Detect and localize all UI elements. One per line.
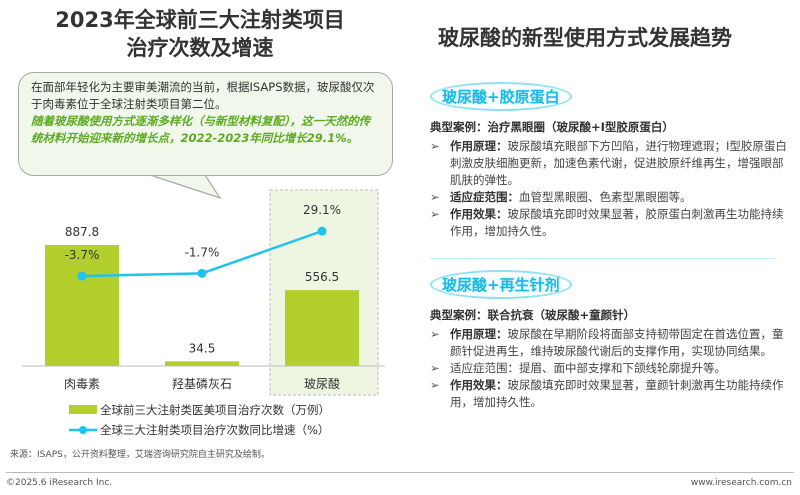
line-point — [317, 226, 327, 236]
line-label: 29.1% — [303, 203, 341, 217]
bullet-item: 作用效果：玻尿酸填充即时效果显著，胶原蛋白刺激再生功能持续作用，增加持久性。 — [430, 206, 790, 240]
line-point — [197, 268, 207, 278]
bar-label: 556.5 — [305, 270, 339, 284]
bubble-pointer — [149, 174, 222, 200]
legend-bar-label: 全球前三大注射类医美项目治疗次数（万例） — [100, 403, 330, 417]
callout-bubble: 在面部年轻化为主要审美潮流的当前，根据ISAPS数据，玻尿酸仅次于肉毒素位于全球… — [18, 72, 393, 176]
legend-bar-swatch — [69, 405, 97, 414]
bar-label: 34.5 — [189, 341, 216, 355]
line-point — [77, 271, 87, 281]
bar — [45, 245, 119, 366]
divider — [430, 258, 775, 259]
bullet-item: 适应症范围：血管型黑眼圈、色素型黑眼圈等。 — [430, 189, 790, 206]
section-title: 玻尿酸的新型使用方式发展趋势 — [438, 26, 732, 50]
bullet-item: 作用原理：玻尿酸在早期阶段将面部支持韧带固定在首选位置，童颜针促进再生，维持玻尿… — [430, 326, 790, 360]
website: www.iresearch.com.cn — [690, 478, 792, 488]
line-label: -3.7% — [65, 248, 100, 262]
bullet-item: 作用原理：玻尿酸填充眼部下方凹陷，进行物理遮瑕；I型胶原蛋白刺激皮肤细胞更新，加… — [430, 138, 790, 189]
bar — [165, 361, 239, 366]
case-title: 典型案例：联合抗衰（玻尿酸+童颜针） — [430, 308, 636, 322]
chart-title: 2023年全球前三大注射类项目 治疗次数及增速 — [55, 8, 345, 60]
line-label: -1.7% — [185, 245, 220, 259]
category-label: 玻尿酸 — [304, 376, 340, 391]
bullet-item: 适应症范围：提眉、面中部支撑和下颌线轮廓提升等。 — [430, 360, 790, 377]
section-tag: 玻尿酸+再生针剂 — [430, 270, 572, 299]
copyright: ©2025.6 iResearch Inc. — [6, 478, 113, 488]
bar-label: 887.8 — [65, 225, 99, 239]
bar — [285, 290, 359, 366]
chart: 887.8 34.5 556.5 -3.7% -1.7% 29.1% 肉毒素 羟基磷灰石 玻… — [22, 174, 385, 437]
category-label: 肉毒素 — [64, 377, 100, 391]
source-note: 来源：ISAPS，公开资料整理，艾瑞咨询研究院自主研究及绘制。 — [10, 450, 270, 460]
legend-line-label: 全球三大注射类项目治疗次数同比增速（%） — [100, 423, 329, 437]
case-title: 典型案例：治疗黑眼圈（玻尿酸+I型胶原蛋白） — [430, 120, 674, 134]
category-label: 羟基磷灰石 — [172, 376, 232, 391]
footer-divider — [6, 472, 794, 473]
section-tag: 玻尿酸+胶原蛋白 — [430, 82, 572, 111]
bullet-item: 作用效果：玻尿酸填充即时效果显著，童颜针刺激再生功能持续作用，增加持久性。 — [430, 377, 790, 411]
